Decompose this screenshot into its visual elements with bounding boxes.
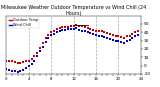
Point — [81, 26, 83, 27]
Point — [33, 56, 36, 57]
Point — [98, 30, 100, 31]
Point — [13, 71, 16, 72]
Point — [103, 32, 106, 33]
Point — [67, 28, 69, 30]
Point — [75, 24, 78, 25]
Point — [131, 37, 134, 39]
Point — [47, 37, 50, 39]
Point — [16, 62, 19, 64]
Point — [19, 71, 22, 72]
Point — [22, 62, 24, 63]
Point — [28, 60, 30, 61]
Point — [134, 32, 136, 33]
Point — [89, 28, 92, 30]
Point — [78, 29, 80, 31]
Point — [114, 35, 117, 36]
Point — [78, 25, 80, 26]
Point — [5, 60, 8, 61]
Point — [30, 58, 33, 60]
Point — [36, 56, 38, 57]
Point — [53, 30, 55, 31]
Point — [128, 35, 131, 36]
Point — [106, 37, 108, 39]
Point — [58, 30, 61, 31]
Point — [112, 34, 114, 35]
Point — [61, 29, 64, 31]
Point — [103, 37, 106, 38]
Point — [22, 69, 24, 70]
Point — [56, 32, 58, 33]
Point — [5, 68, 8, 70]
Point — [100, 31, 103, 32]
Point — [13, 62, 16, 63]
Point — [33, 60, 36, 61]
Point — [72, 25, 75, 26]
Point — [86, 27, 89, 29]
Point — [114, 40, 117, 41]
Point — [30, 63, 33, 65]
Point — [137, 34, 139, 35]
Point — [84, 27, 86, 28]
Point — [117, 41, 120, 42]
Point — [28, 66, 30, 67]
Point — [8, 61, 11, 62]
Point — [44, 37, 47, 39]
Point — [92, 29, 94, 31]
Point — [92, 33, 94, 35]
Point — [117, 36, 120, 37]
Point — [25, 61, 27, 62]
Point — [109, 38, 111, 40]
Point — [61, 27, 64, 28]
Point — [64, 27, 67, 28]
Point — [39, 47, 41, 49]
Point — [11, 61, 13, 62]
Point — [81, 30, 83, 31]
Point — [123, 37, 125, 39]
Point — [112, 39, 114, 41]
Point — [72, 28, 75, 30]
Point — [42, 47, 44, 48]
Point — [56, 28, 58, 30]
Point — [39, 51, 41, 52]
Point — [58, 27, 61, 29]
Point — [131, 33, 134, 35]
Point — [47, 34, 50, 35]
Point — [36, 52, 38, 54]
Point — [120, 42, 123, 43]
Point — [50, 34, 52, 35]
Point — [19, 62, 22, 64]
Point — [106, 32, 108, 34]
Point — [100, 36, 103, 37]
Point — [128, 39, 131, 41]
Title: Milwaukee Weather Outdoor Temperature vs Wind Chill (24 Hours): Milwaukee Weather Outdoor Temperature vs… — [1, 5, 146, 16]
Point — [125, 41, 128, 42]
Point — [53, 33, 55, 35]
Point — [11, 70, 13, 71]
Point — [67, 27, 69, 28]
Point — [69, 28, 72, 30]
Point — [44, 42, 47, 43]
Point — [75, 27, 78, 29]
Point — [123, 42, 125, 44]
Point — [64, 29, 67, 31]
Point — [125, 36, 128, 37]
Point — [25, 67, 27, 69]
Point — [98, 35, 100, 36]
Point — [95, 30, 97, 31]
Point — [50, 32, 52, 33]
Point — [95, 34, 97, 35]
Point — [8, 69, 11, 70]
Point — [137, 30, 139, 31]
Point — [69, 26, 72, 27]
Point — [84, 31, 86, 32]
Point — [86, 32, 89, 33]
Point — [109, 33, 111, 35]
Point — [42, 42, 44, 44]
Point — [134, 36, 136, 37]
Point — [16, 72, 19, 73]
Point — [120, 37, 123, 38]
Legend: Outdoor Temp, Wind Chill: Outdoor Temp, Wind Chill — [8, 17, 39, 28]
Point — [89, 32, 92, 34]
